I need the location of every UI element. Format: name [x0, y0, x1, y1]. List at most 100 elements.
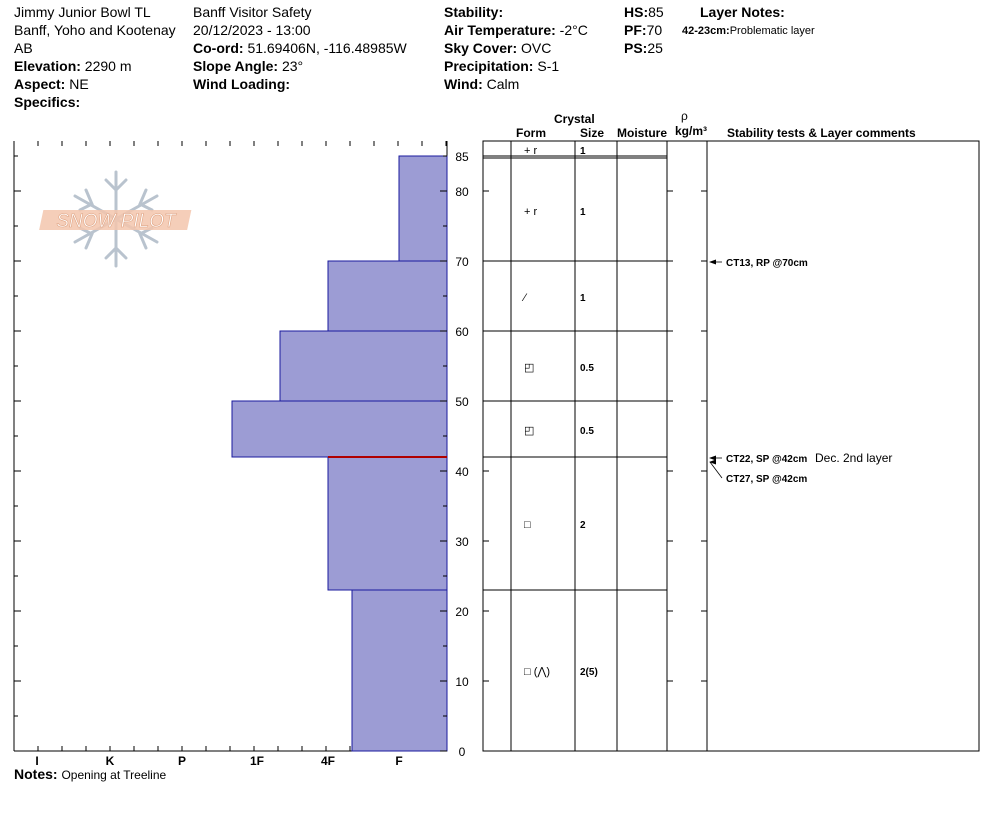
size-header: Size: [580, 126, 605, 140]
ps-label: PS:: [624, 40, 648, 56]
crystal-size: 0.5: [580, 426, 594, 437]
aspect-value: NE: [69, 76, 89, 92]
wind: Wind: Calm: [444, 75, 519, 93]
density-header: kg/m³: [675, 124, 708, 138]
notes-label: Notes:: [14, 766, 58, 782]
stability-test: CT27, SP @42cm: [726, 474, 807, 485]
layer-table-frame: [482, 140, 980, 752]
wind-label: Wind:: [444, 76, 483, 92]
height-tick-label: 80: [455, 185, 469, 199]
layer-note: 42-23cm:Problematic layer: [682, 22, 815, 40]
height-tick-label: 85: [455, 150, 469, 164]
test-arrow: [709, 461, 723, 479]
sky-label: Sky Cover:: [444, 40, 518, 56]
province: AB: [14, 40, 33, 56]
test-arrow-head: [709, 259, 716, 265]
notes: Notes: Opening at Treeline: [14, 765, 166, 784]
hardness-bar: [327, 456, 448, 591]
pf-value: 70: [646, 22, 663, 38]
crystal-size: 2: [580, 520, 586, 531]
crystal-form-symbol: □: [524, 519, 531, 531]
hardness-bar: [398, 155, 448, 262]
elevation-value: 2290 m: [84, 58, 132, 74]
hardness-bar: [231, 400, 448, 458]
hs-value: 85: [648, 4, 664, 20]
crystal-form-symbol: ◰: [524, 362, 534, 374]
wind-value: Calm: [486, 76, 520, 92]
crystal-form-symbol: ◰: [524, 425, 534, 437]
hardness-label: P: [178, 754, 186, 768]
aspect: Aspect: NE: [14, 75, 89, 93]
sky-cover: Sky Cover: OVC: [444, 39, 551, 57]
sky-value: OVC: [521, 40, 552, 56]
crystal-size: 2(5): [580, 667, 598, 678]
air-temperature: Air Temperature: -2°C: [444, 21, 588, 39]
observer: Banff Visitor Safety: [193, 4, 312, 20]
air-temp-label: Air Temperature:: [444, 22, 556, 38]
aspect-label: Aspect:: [14, 76, 66, 92]
notes-text: Opening at Treeline: [61, 768, 167, 782]
hardness-bar: [279, 330, 448, 402]
hardness-bar: [351, 589, 448, 752]
precip-value: S-1: [537, 58, 560, 74]
pf-label: PF:: [624, 22, 647, 38]
height-tick-label: 10: [455, 675, 469, 689]
crystal-size: 1: [580, 146, 586, 157]
precip-label: Precipitation:: [444, 58, 534, 74]
coord-label: Co-ord:: [193, 40, 244, 56]
hardness-label: F: [395, 754, 402, 768]
crystal-size: 0.5: [580, 363, 594, 374]
elevation-label: Elevation:: [14, 58, 81, 74]
height-tick-label: 60: [455, 325, 469, 339]
pf: PF:70: [624, 21, 662, 39]
crystal-size: 1: [580, 207, 586, 218]
hs-label: HS:: [624, 4, 649, 20]
slope-value: 23°: [281, 58, 304, 74]
height-tick-label: 20: [455, 605, 469, 619]
specifics-label: Specifics:: [14, 94, 81, 110]
crystal-header: Crystal: [554, 112, 595, 126]
slope-label: Slope Angle:: [193, 58, 279, 74]
test-arrow-head: [709, 459, 716, 465]
stability-tests-header: Stability tests & Layer comments: [727, 126, 916, 140]
hardness-label: I: [35, 754, 38, 768]
crystal-form-symbol: + r: [524, 206, 537, 218]
height-tick-label: 70: [455, 255, 469, 269]
hs: HS:85: [624, 3, 664, 21]
crystal-form-symbol: □ (⋀): [524, 666, 550, 678]
moisture-header: Moisture: [617, 126, 668, 140]
precipitation: Precipitation: S-1: [444, 57, 559, 75]
coordinates: Co-ord: 51.69406N, -116.48985W: [193, 39, 407, 57]
height-tick-label: 40: [455, 465, 469, 479]
hardness-label: 4F: [321, 754, 335, 768]
crystal-form-symbol: ⁄: [521, 292, 528, 304]
air-temp-value: -2°C: [559, 22, 588, 38]
test-arrow-head: [709, 455, 716, 461]
ps: PS:25: [624, 39, 663, 57]
rho-header: ρ: [681, 109, 688, 123]
coord-value: 51.69406N, -116.48985W: [247, 40, 407, 56]
height-tick-label: 0: [459, 745, 466, 759]
ps-value: 25: [647, 40, 663, 56]
stability-test: CT22, SP @42cm: [726, 454, 807, 465]
layer-notes-label: Layer Notes:: [700, 4, 785, 20]
crystal-form-symbol: + r: [524, 145, 537, 157]
location-name: Jimmy Junior Bowl TL: [14, 4, 151, 20]
region-name: Banff, Yoho and Kootenay: [14, 22, 176, 38]
stability-label: Stability:: [444, 4, 504, 20]
form-header: Form: [516, 126, 546, 140]
height-tick-label: 30: [455, 535, 469, 549]
hardness-label: K: [106, 754, 115, 768]
layer-note-range: 42-23cm:: [682, 25, 730, 37]
hardness-bar: [327, 260, 448, 332]
slope-angle: Slope Angle: 23°: [193, 57, 303, 75]
layer-note-text: Problematic layer: [729, 25, 815, 37]
datetime: 20/12/2023 - 13:00: [193, 22, 311, 38]
layer-comment: Dec. 2nd layer: [815, 451, 892, 465]
height-tick-label: 50: [455, 395, 469, 409]
crystal-size: 1: [580, 293, 586, 304]
elevation: Elevation: 2290 m: [14, 57, 132, 75]
wind-loading-label: Wind Loading:: [193, 76, 291, 92]
stability-test: CT13, RP @70cm: [726, 258, 808, 269]
